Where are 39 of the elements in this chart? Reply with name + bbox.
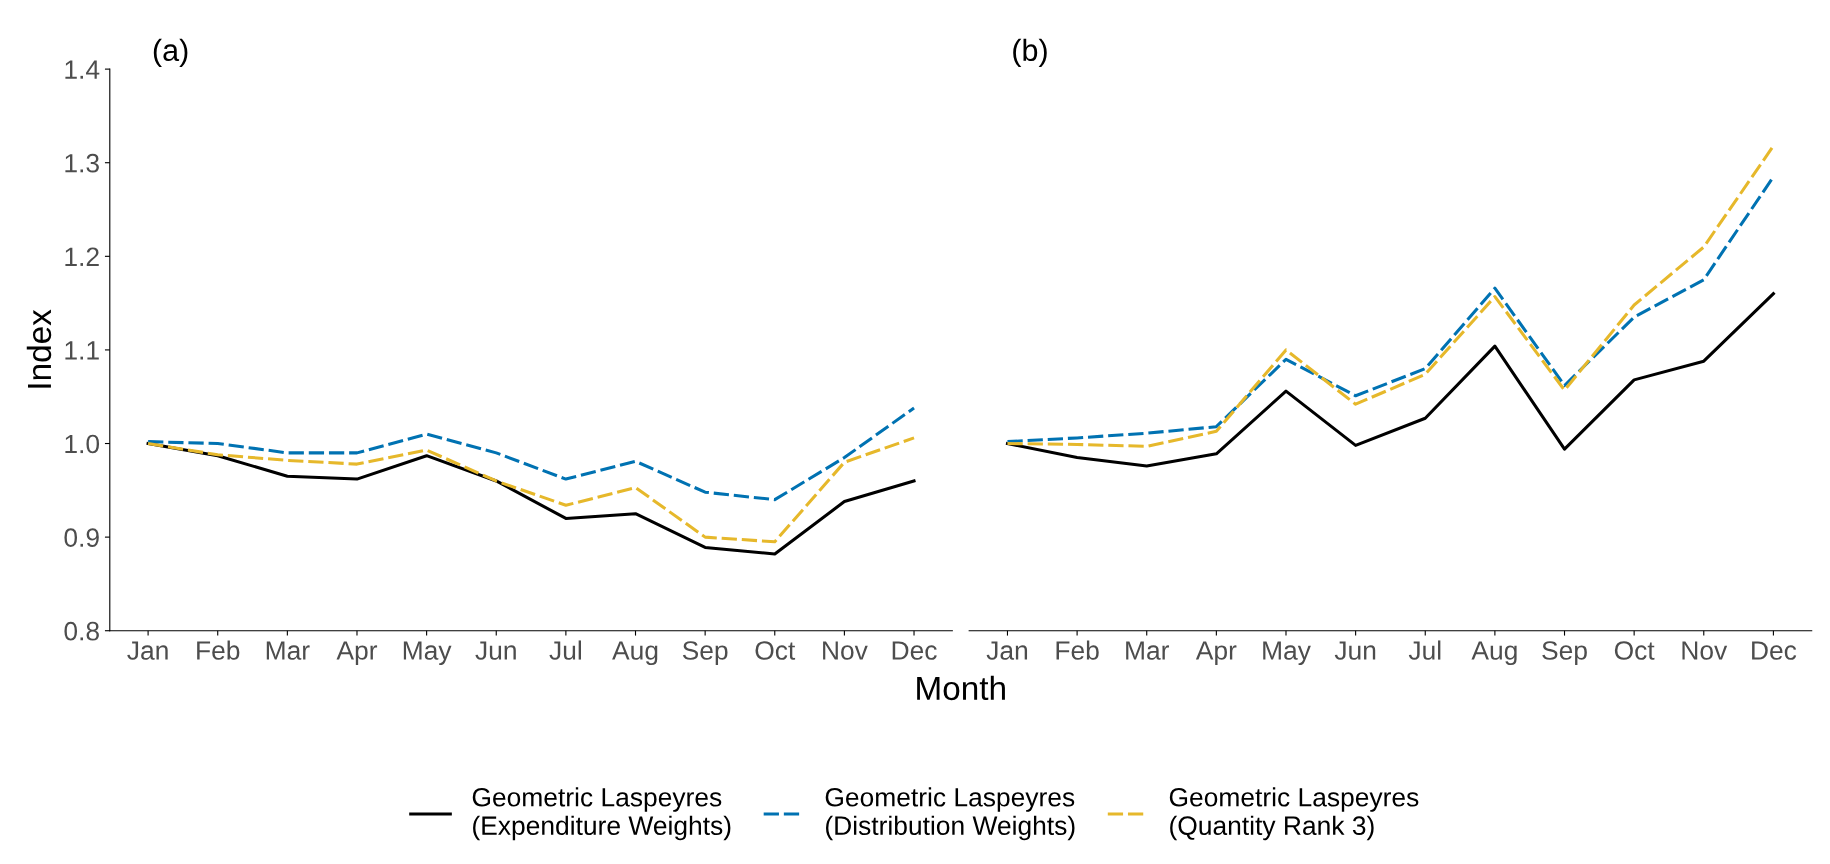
legend-label: Geometric Laspeyres (Distribution Weights): [825, 787, 1075, 841]
x-tick-label: Aug: [612, 641, 658, 666]
x-tick-label: Mar: [1126, 641, 1170, 660]
x-tick-label: Nov: [1682, 641, 1728, 660]
x-tick-label: Feb: [1056, 640, 1099, 660]
y-axis-title: Index: [26, 309, 52, 388]
x-tick-label: Jan: [127, 641, 168, 660]
line-series: [146, 406, 916, 502]
x-tick-label: May: [1263, 641, 1311, 666]
x-tick-label: Nov: [823, 641, 868, 660]
x-tick-label: Dec: [1752, 641, 1797, 660]
x-tick-label: May: [403, 641, 452, 666]
x-tick-label: Jun: [1334, 641, 1376, 660]
x-tick-label: Aug: [1471, 641, 1517, 666]
chart-title: (a): [153, 38, 188, 68]
x-axis-title: Month: [917, 675, 1005, 701]
x-tick-label: Sep: [1542, 641, 1587, 666]
y-tick-label: 1.2: [65, 247, 99, 266]
x-tick-label: Oct: [755, 641, 796, 660]
x-tick-label: Jun: [475, 641, 516, 660]
y-tick-label: 0.9: [64, 528, 99, 547]
y-tick-label: 1.3: [65, 153, 99, 173]
x-tick-label: Jul: [1408, 640, 1441, 660]
x-tick-label: Mar: [266, 641, 310, 660]
y-tick-label: 0.8: [64, 621, 99, 641]
y-tick-label: 1.4: [65, 60, 100, 79]
x-tick-label: Jan: [986, 641, 1028, 660]
x-tick-label: Feb: [197, 640, 240, 660]
chart-title: (b): [1013, 38, 1047, 68]
x-tick-label: Dec: [892, 641, 937, 660]
x-tick-label: Jul: [549, 640, 581, 660]
legend-label: Geometric Laspeyres (Expenditure Weights): [472, 787, 731, 841]
x-tick-label: Apr: [336, 641, 378, 666]
y-tick-label: 1.0: [65, 434, 100, 454]
legend-label: Geometric Laspeyres (Quantity Rank 3): [1169, 787, 1419, 841]
x-tick-label: Apr: [1195, 641, 1237, 666]
x-tick-label: Sep: [682, 641, 728, 666]
y-tick-label: 1.1: [65, 341, 99, 360]
x-tick-label: Oct: [1614, 641, 1655, 660]
